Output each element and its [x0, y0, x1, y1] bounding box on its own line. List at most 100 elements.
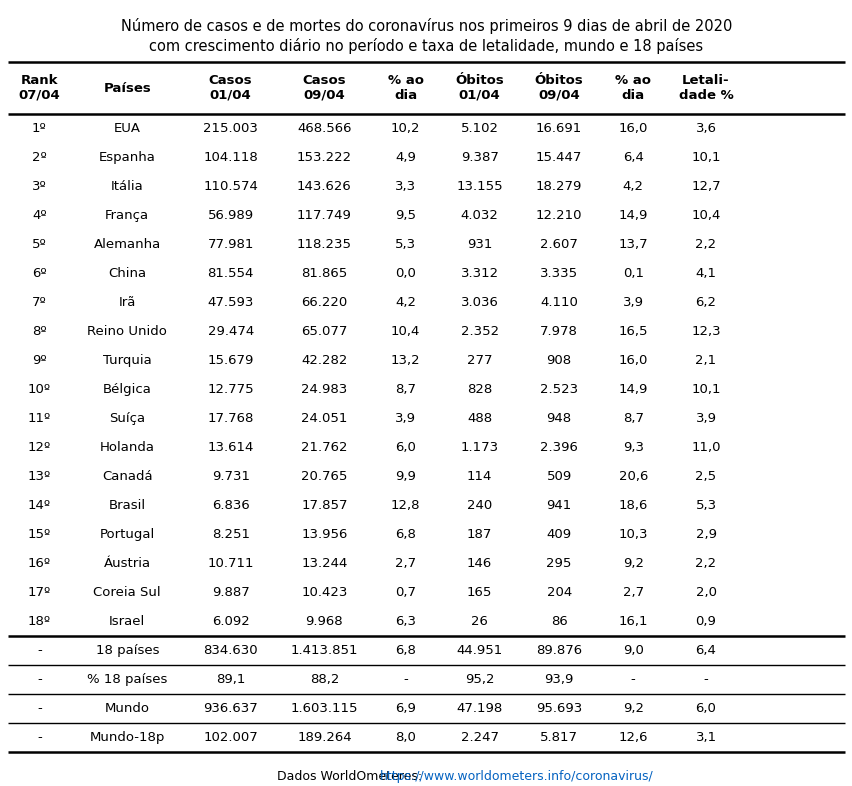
Text: 3,9: 3,9 — [694, 412, 716, 425]
Text: 6,2: 6,2 — [694, 296, 716, 309]
Text: 8,0: 8,0 — [394, 731, 416, 744]
Text: 110.574: 110.574 — [203, 180, 258, 193]
Text: com crescimento diário no período e taxa de letalidade, mundo e 18 países: com crescimento diário no período e taxa… — [149, 38, 703, 54]
Text: 409: 409 — [546, 528, 571, 541]
Text: Alemanha: Alemanha — [94, 238, 161, 251]
Text: 89,1: 89,1 — [216, 673, 245, 686]
Text: Portugal: Portugal — [100, 528, 155, 541]
Text: 114: 114 — [466, 470, 492, 483]
Text: 143.626: 143.626 — [296, 180, 351, 193]
Text: 13º: 13º — [28, 470, 51, 483]
Text: 3.312: 3.312 — [460, 267, 498, 280]
Text: 4.032: 4.032 — [460, 209, 498, 222]
Text: 0,9: 0,9 — [694, 615, 716, 628]
Text: 6.092: 6.092 — [211, 615, 250, 628]
Text: 13.956: 13.956 — [301, 528, 347, 541]
Text: 5,3: 5,3 — [694, 499, 716, 512]
Text: 12.210: 12.210 — [535, 209, 582, 222]
Text: 828: 828 — [467, 383, 492, 396]
Text: 9º: 9º — [32, 354, 47, 367]
Text: 931: 931 — [466, 238, 492, 251]
Text: 89.876: 89.876 — [535, 644, 582, 657]
Text: 12,7: 12,7 — [690, 180, 720, 193]
Text: Turquia: Turquia — [103, 354, 152, 367]
Text: Países: Países — [103, 82, 151, 94]
Text: 189.264: 189.264 — [296, 731, 351, 744]
Text: 0,7: 0,7 — [394, 586, 416, 599]
Text: 6,9: 6,9 — [394, 702, 416, 715]
Text: Mundo-18p: Mundo-18p — [89, 731, 164, 744]
Text: 9,5: 9,5 — [394, 209, 416, 222]
Text: 13.155: 13.155 — [456, 180, 503, 193]
Text: 948: 948 — [546, 412, 571, 425]
Text: 2.523: 2.523 — [539, 383, 578, 396]
Text: 2,7: 2,7 — [622, 586, 643, 599]
Text: 16.691: 16.691 — [535, 122, 582, 135]
Text: 9.968: 9.968 — [305, 615, 343, 628]
Text: 2.352: 2.352 — [460, 325, 498, 338]
Text: 10,4: 10,4 — [691, 209, 720, 222]
Text: 18.279: 18.279 — [535, 180, 582, 193]
Text: 42.282: 42.282 — [301, 354, 347, 367]
Text: 936.637: 936.637 — [203, 702, 257, 715]
Text: 2.396: 2.396 — [539, 441, 578, 454]
Text: 9.731: 9.731 — [211, 470, 250, 483]
Text: 13,2: 13,2 — [390, 354, 420, 367]
Text: 4,9: 4,9 — [394, 151, 416, 164]
Text: 0,0: 0,0 — [394, 267, 416, 280]
Text: 834.630: 834.630 — [203, 644, 257, 657]
Text: 15.447: 15.447 — [535, 151, 582, 164]
Text: 6,0: 6,0 — [394, 441, 416, 454]
Text: 13,7: 13,7 — [618, 238, 648, 251]
Text: https://www.worldometers.info/coronavirus/: https://www.worldometers.info/coronaviru… — [379, 770, 653, 783]
Text: 86: 86 — [550, 615, 567, 628]
Text: -: - — [37, 673, 42, 686]
Text: 47.593: 47.593 — [207, 296, 254, 309]
Text: 6,8: 6,8 — [394, 644, 416, 657]
Text: Número de casos e de mortes do coronavírus nos primeiros 9 dias de abril de 2020: Número de casos e de mortes do coronavír… — [121, 18, 731, 34]
Text: 146: 146 — [467, 557, 492, 570]
Text: 47.198: 47.198 — [456, 702, 502, 715]
Text: 3,3: 3,3 — [394, 180, 416, 193]
Text: 240: 240 — [467, 499, 492, 512]
Text: 44.951: 44.951 — [456, 644, 502, 657]
Text: 5.817: 5.817 — [539, 731, 578, 744]
Text: 2,5: 2,5 — [694, 470, 716, 483]
Text: 2º: 2º — [32, 151, 47, 164]
Text: Casos
09/04: Casos 09/04 — [302, 74, 346, 102]
Text: Brasil: Brasil — [108, 499, 146, 512]
Text: 14º: 14º — [28, 499, 51, 512]
Text: 66.220: 66.220 — [301, 296, 347, 309]
Text: 65.077: 65.077 — [301, 325, 347, 338]
Text: 8º: 8º — [32, 325, 47, 338]
Text: 2,7: 2,7 — [394, 557, 416, 570]
Text: 10,4: 10,4 — [390, 325, 420, 338]
Text: Bélgica: Bélgica — [103, 383, 152, 396]
Text: 3,9: 3,9 — [394, 412, 416, 425]
Text: Canadá: Canadá — [102, 470, 153, 483]
Text: 10.711: 10.711 — [207, 557, 254, 570]
Text: 15.679: 15.679 — [207, 354, 254, 367]
Text: 13.244: 13.244 — [301, 557, 347, 570]
Text: 16,0: 16,0 — [618, 354, 648, 367]
Text: 1º: 1º — [32, 122, 47, 135]
Text: 117.749: 117.749 — [296, 209, 351, 222]
Text: 95,2: 95,2 — [464, 673, 494, 686]
Text: 509: 509 — [546, 470, 571, 483]
Text: 12º: 12º — [28, 441, 51, 454]
Text: 5º: 5º — [32, 238, 47, 251]
Text: 18 países: 18 países — [95, 644, 158, 657]
Text: 9,2: 9,2 — [622, 702, 643, 715]
Text: 10º: 10º — [28, 383, 51, 396]
Text: 81.865: 81.865 — [301, 267, 347, 280]
Text: % ao
dia: % ao dia — [614, 74, 650, 102]
Text: 16,1: 16,1 — [618, 615, 648, 628]
Text: 77.981: 77.981 — [207, 238, 254, 251]
Text: 4,1: 4,1 — [694, 267, 716, 280]
Text: EUA: EUA — [113, 122, 141, 135]
Text: 2,2: 2,2 — [694, 557, 716, 570]
Text: Coreia Sul: Coreia Sul — [94, 586, 161, 599]
Text: Áustria: Áustria — [104, 557, 151, 570]
Text: 4.110: 4.110 — [539, 296, 578, 309]
Text: 2,0: 2,0 — [694, 586, 716, 599]
